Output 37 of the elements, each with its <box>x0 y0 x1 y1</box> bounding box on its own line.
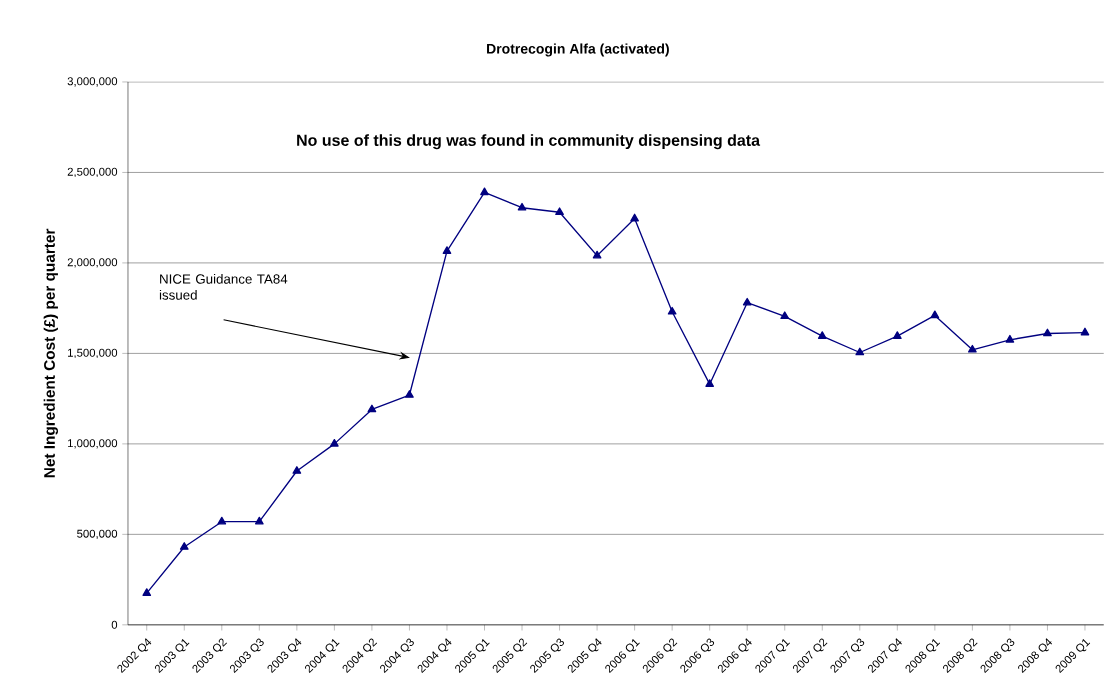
point <box>405 390 414 398</box>
point <box>817 331 827 340</box>
point <box>330 439 339 447</box>
y-tick-label: 1,000,000 <box>68 439 118 449</box>
y-tick-label: 0 <box>111 620 118 629</box>
y-tick-label: 3,000,000 <box>67 77 118 87</box>
point <box>630 213 639 222</box>
annotation: NICE Guidance TA84 issued <box>159 274 288 300</box>
point <box>442 246 452 255</box>
point <box>1043 328 1052 337</box>
point <box>667 306 677 315</box>
point <box>1005 334 1015 343</box>
point <box>480 187 489 196</box>
point <box>930 310 940 319</box>
y-axis-title: Net Ingredient Cost (£) per quarter <box>43 228 59 478</box>
point <box>367 404 377 413</box>
point <box>592 250 602 259</box>
point <box>892 331 902 340</box>
chart-title: Drotrecogin Alfa (activated) <box>487 43 669 57</box>
y-tick-label: 2,500,000 <box>67 167 118 178</box>
point <box>517 202 527 211</box>
point <box>780 311 790 320</box>
y-tick-label: 1,500,000 <box>68 348 118 359</box>
point <box>1080 327 1090 336</box>
point <box>705 379 715 388</box>
point <box>968 344 977 353</box>
point <box>742 297 752 306</box>
point <box>179 542 189 550</box>
y-tick-label: 2,000,000 <box>67 258 118 268</box>
annotation: No use of this drug was found in community dispensing data <box>297 134 761 150</box>
point <box>855 347 865 356</box>
point <box>142 588 152 597</box>
point <box>292 466 302 474</box>
point <box>555 207 564 216</box>
point <box>217 516 227 525</box>
point <box>254 516 264 525</box>
y-tick-label: 500,000 <box>77 529 118 540</box>
